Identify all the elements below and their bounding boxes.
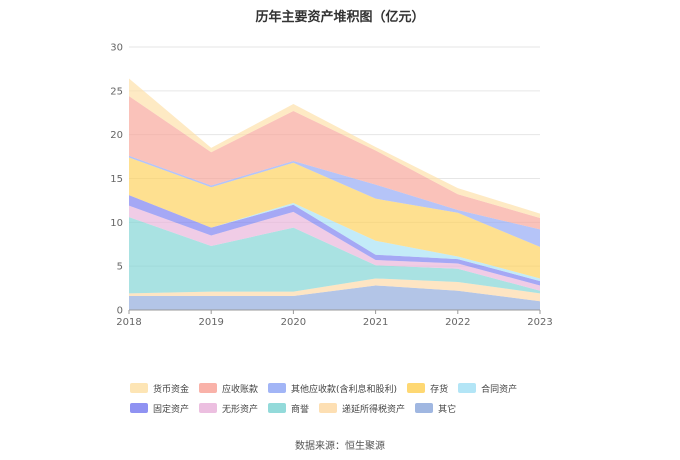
area-series-2 — [129, 217, 540, 294]
y-tick-label: 20 — [110, 130, 123, 141]
data-source-note: 数据来源：恒生聚源 — [295, 441, 385, 452]
legend-label: 其它 — [438, 404, 457, 415]
x-tick-label: 2018 — [116, 317, 141, 328]
y-tick-label: 5 — [117, 262, 123, 273]
legend-swatch — [319, 403, 338, 413]
y-tick-label: 15 — [110, 174, 123, 185]
legend-swatch — [415, 403, 434, 413]
area-series-8 — [129, 96, 540, 230]
legend-item[interactable]: 固定资产 — [130, 402, 189, 415]
legend: 货币资金 应收账款 其他应收款(含利息和股利) 存货 合同资产 固定资产 无形资产 商誉 递延… — [130, 378, 560, 418]
x-tick-label: 2021 — [363, 317, 388, 328]
legend-item[interactable]: 商誉 — [268, 402, 309, 415]
legend-item[interactable]: 合同资产 — [458, 382, 517, 395]
legend-swatch — [268, 403, 287, 413]
area-series-9 — [129, 78, 540, 218]
y-tick-label: 25 — [110, 86, 123, 97]
legend-item[interactable]: 其他应收款(含利息和股利) — [268, 382, 397, 395]
legend-swatch — [458, 383, 477, 393]
legend-swatch — [407, 383, 426, 393]
legend-swatch — [199, 383, 218, 393]
legend-swatch — [130, 383, 148, 393]
legend-item[interactable]: 应收账款 — [199, 382, 258, 395]
legend-item[interactable]: 存货 — [407, 382, 448, 395]
legend-row: 固定资产 无形资产 商誉 递延所得税资产 其它 — [130, 398, 560, 418]
legend-label: 存货 — [430, 384, 449, 395]
legend-label: 无形资产 — [222, 404, 259, 415]
y-tick-label: 10 — [110, 218, 123, 229]
x-tick-label: 2023 — [527, 317, 552, 328]
legend-label: 其他应收款(含利息和股利) — [291, 384, 398, 395]
legend-label: 固定资产 — [153, 404, 190, 415]
area-series-6 — [129, 157, 540, 279]
chart-title: 历年主要资产堆积图（亿元） — [255, 10, 425, 25]
legend-item[interactable]: 货币资金 — [130, 382, 189, 395]
legend-swatch — [268, 383, 287, 393]
legend-swatch — [130, 403, 148, 413]
legend-item[interactable]: 递延所得税资产 — [319, 402, 405, 415]
legend-label: 商誉 — [291, 404, 310, 415]
legend-label: 合同资产 — [481, 384, 518, 395]
legend-label: 应收账款 — [222, 384, 259, 395]
x-tick-label: 2020 — [281, 317, 306, 328]
legend-item[interactable]: 其它 — [415, 402, 456, 415]
x-tick-label: 2019 — [198, 317, 223, 328]
legend-label: 递延所得税资产 — [342, 404, 406, 415]
y-tick-label: 30 — [110, 43, 123, 54]
legend-swatch — [199, 403, 218, 413]
legend-row: 货币资金 应收账款 其他应收款(含利息和股利) 存货 合同资产 — [130, 378, 560, 398]
area-series-1 — [129, 278, 540, 302]
axis-layer: 0 5 10 15 20 25 30 2018 2019 2020 2021 2022 2023 — [110, 43, 552, 329]
legend-item[interactable]: 无形资产 — [199, 402, 258, 415]
area-layer — [129, 78, 540, 310]
y-tick-label: 0 — [117, 306, 123, 317]
area-series-7 — [129, 155, 540, 247]
area-series-0 — [129, 285, 540, 310]
legend-label: 货币资金 — [153, 384, 190, 395]
x-tick-label: 2022 — [445, 317, 470, 328]
